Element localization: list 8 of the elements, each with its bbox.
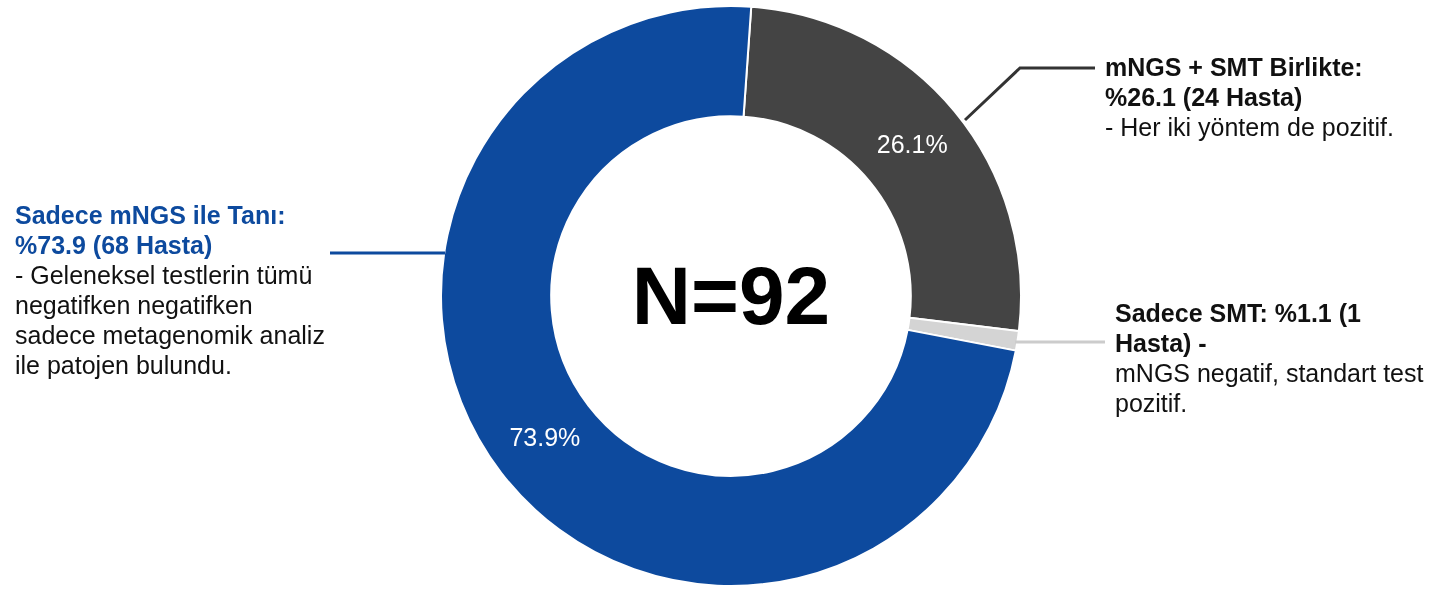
data-label: 73.9% <box>509 423 581 452</box>
text: - Her iki yöntem de pozitif. <box>1105 113 1394 141</box>
text: N=92 <box>630 249 832 343</box>
data-label: 26.1% <box>876 130 948 159</box>
slice-label: Sadece mNGS ile Tanı: %73.9 (68 Hasta) <box>15 200 287 260</box>
text: mNGS negatif, standart test pozitif. <box>1115 359 1424 417</box>
text: - Geleneksel testlerin tümü negatifken negatifken sadece metagenomik analiz ile patojen bulundu. <box>15 261 325 379</box>
slice-label: mNGS + SMT Birlikte: %26.1 (24 Hasta) <box>1105 52 1364 112</box>
